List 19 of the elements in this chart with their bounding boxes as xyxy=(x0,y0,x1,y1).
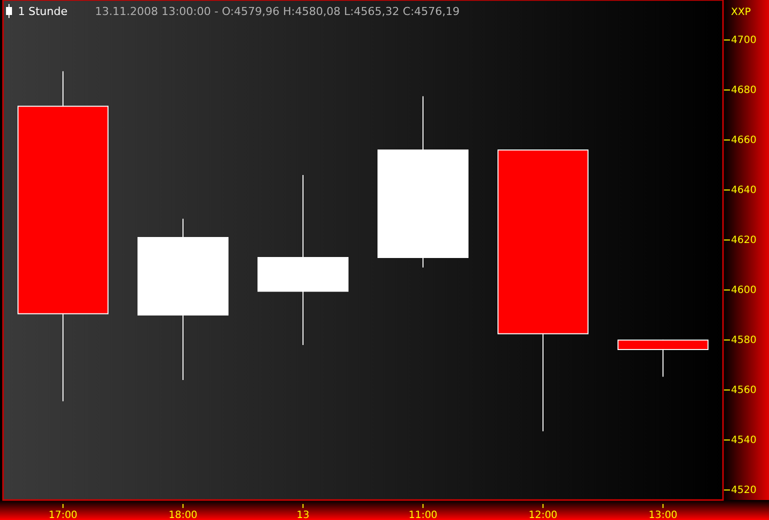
y-tick-label: 4700 xyxy=(731,35,756,46)
text: 1 Stunde xyxy=(18,5,68,18)
x-tick-label: 13:00 xyxy=(648,510,678,520)
y-tick-label: 4540 xyxy=(731,435,756,446)
y-tick-label: 4660 xyxy=(731,135,756,146)
x-tick-label: 13 xyxy=(296,510,310,520)
y-tick-label: 4580 xyxy=(731,335,756,346)
x-tick-label: 11:00 xyxy=(408,510,438,520)
y-tick-label: 4520 xyxy=(731,485,756,496)
x-tick-label: 12:00 xyxy=(528,510,558,520)
y-tick-label: 4560 xyxy=(731,385,756,396)
text: 13.11.2008 13:00:00 - O:4579,96 H:4580,08 L:4565,32 C:4576,19 xyxy=(95,5,460,18)
y-tick-label: 4640 xyxy=(731,185,756,196)
annotation: XXP xyxy=(731,7,751,18)
x-tick-label: 17:00 xyxy=(48,510,78,520)
y-tick-label: 4600 xyxy=(731,285,756,296)
y-tick-label: 4620 xyxy=(731,235,756,246)
y-tick-label: 4680 xyxy=(731,85,756,96)
x-tick-label: 18:00 xyxy=(168,510,198,520)
